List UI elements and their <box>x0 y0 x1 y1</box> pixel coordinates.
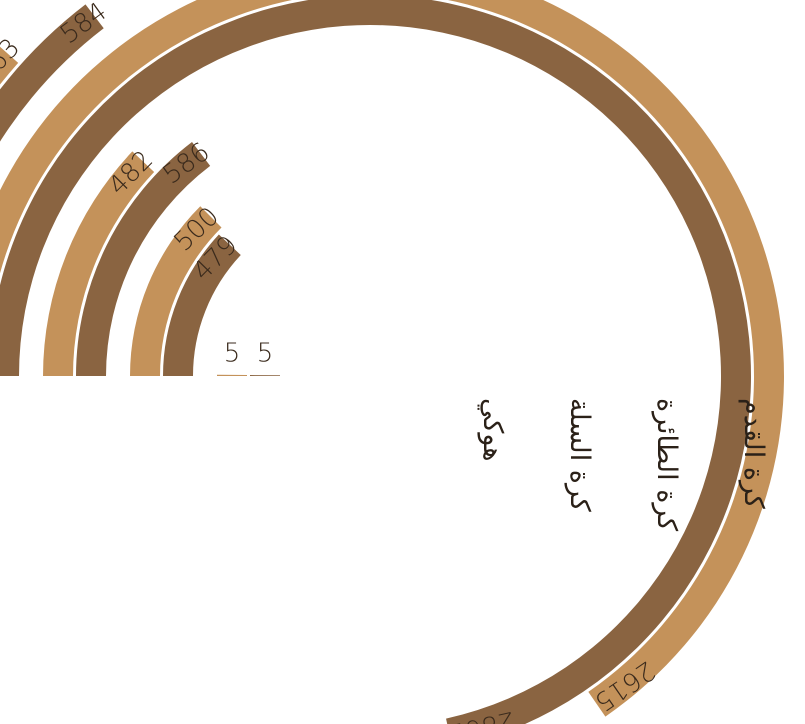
category-label-cat-3: كرة القدم <box>738 398 769 509</box>
category-label-cat-1: كرة السلة <box>564 398 595 512</box>
arc-cat-4-series-2 <box>0 46 19 85</box>
arc-cat-2-series-1 <box>76 142 211 376</box>
value-label-cat-0-series-2: 5 <box>224 339 241 369</box>
category-label-cat-2: كرة الطائرة <box>651 398 682 531</box>
arc-cat-3-series-1 <box>0 0 751 724</box>
arc-cat-0-series-1 <box>250 375 281 376</box>
arc-cat-1-series-2 <box>130 206 222 376</box>
chart-arcs <box>0 0 784 724</box>
category-label-cat-0: هوكي <box>477 398 508 462</box>
arc-cat-0-series-2 <box>217 374 248 376</box>
value-label-cat-3-series-1: 2861 <box>446 705 517 724</box>
arc-cat-2-series-2 <box>43 151 155 376</box>
value-label-cat-0-series-1: 5 <box>257 339 274 369</box>
arc-cat-1-series-1 <box>163 234 241 376</box>
arc-cat-4-series-1 <box>0 4 104 142</box>
